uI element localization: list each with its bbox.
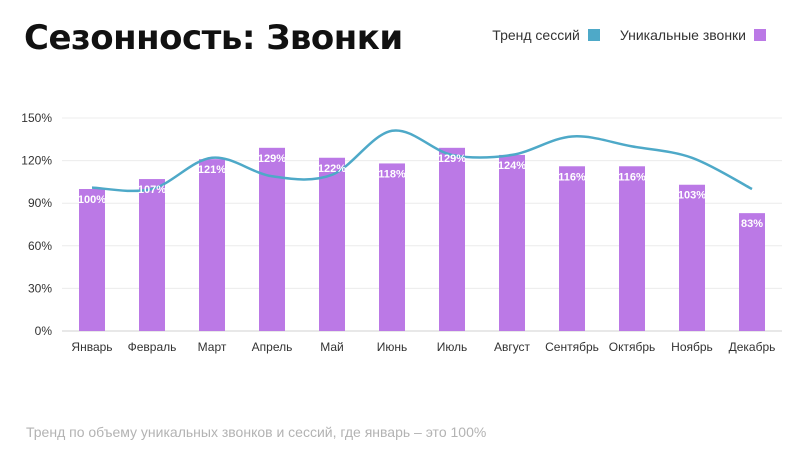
x-tick-label: Июль: [437, 340, 468, 354]
bar: [679, 184, 705, 331]
x-tick-label: Август: [494, 340, 531, 354]
bar: [499, 154, 525, 331]
y-tick-label: 30%: [28, 281, 52, 295]
bar: [199, 159, 225, 331]
x-tick-label: Сентябрь: [545, 340, 599, 354]
trend-line: [91, 129, 753, 193]
x-tick-label: Апрель: [252, 340, 293, 354]
x-tick-label: Январь: [71, 340, 112, 354]
chart-legend: Тренд сессий Уникальные звонки: [472, 27, 766, 43]
x-tick-label: Май: [320, 340, 344, 354]
legend-item-bars: Уникальные звонки: [620, 27, 766, 43]
bar-value-label: 100%: [78, 194, 106, 206]
x-tick-label: Март: [198, 340, 227, 354]
chart-title: Сезонность: Звонки: [24, 18, 403, 58]
bar-value-label: 124%: [498, 160, 526, 172]
bar-value-label: 116%: [618, 171, 646, 183]
bar-value-label: 116%: [558, 171, 586, 183]
legend-swatch-bars: [754, 29, 766, 41]
legend-swatch-trend: [587, 29, 600, 41]
bar-value-label: 103%: [678, 190, 706, 202]
bar-value-label: 129%: [438, 153, 466, 165]
bar: [379, 163, 405, 331]
bar: [559, 166, 585, 331]
bar: [439, 147, 465, 331]
x-tick-label: Февраль: [128, 340, 177, 354]
bar-value-label: 107%: [138, 184, 166, 196]
x-tick-label: Декабрь: [729, 340, 776, 354]
chart-footnote: Тренд по объему уникальных звонков и сес…: [26, 424, 487, 440]
bar: [139, 179, 165, 331]
legend-label-trend: Тренд сессий: [492, 27, 580, 43]
x-tick-label: Октябрь: [609, 340, 656, 354]
x-tick-label: Июнь: [377, 340, 408, 354]
bar-value-label: 129%: [258, 153, 286, 165]
bar: [79, 189, 105, 331]
bar: [619, 166, 645, 331]
y-tick-label: 150%: [21, 111, 52, 125]
y-tick-label: 0%: [35, 324, 53, 338]
bar-value-label: 83%: [741, 218, 763, 230]
x-tick-label: Ноябрь: [671, 340, 713, 354]
legend-item-trend: Тренд сессий: [492, 27, 600, 43]
y-tick-label: 90%: [28, 196, 52, 210]
y-tick-label: 120%: [21, 154, 52, 168]
legend-label-bars: Уникальные звонки: [619, 27, 746, 43]
bar: [319, 157, 345, 331]
bar-value-label: 121%: [198, 164, 226, 176]
bar-value-label: 118%: [378, 168, 406, 180]
bar: [739, 213, 765, 331]
y-tick-label: 60%: [28, 239, 52, 253]
bar-value-label: 122%: [318, 163, 346, 175]
